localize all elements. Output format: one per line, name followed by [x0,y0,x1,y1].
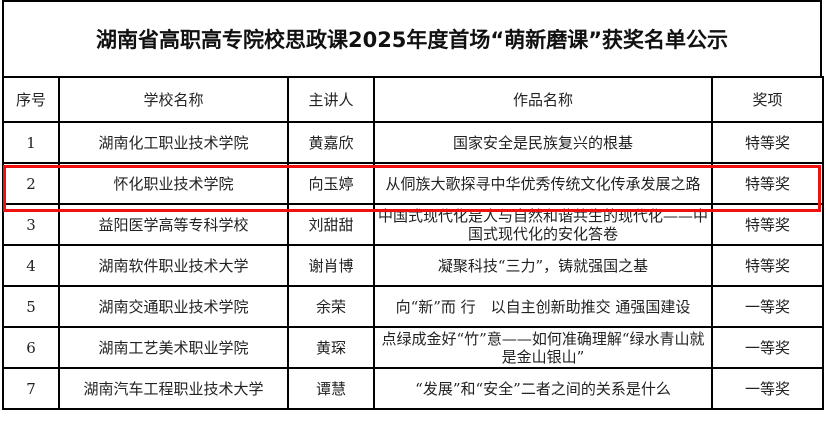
table-row: 2 怀化职业技术学院 向玉婷 从侗族大歌探寻中华优秀传统文化传承发展之路 特等奖 [2,162,824,205]
school-name: 益阳医学高等专科学校 [58,203,289,246]
table-row: 6 湖南工艺美术职业学院 黄琛 点绿成金好“竹”意——如何准确理解“绿水青山就是金山银… [2,326,824,369]
school-name: 湖南汽车工程职业技术大学 [58,367,289,410]
table-row: 5 湖南交通职业技术学院 余荣 向“新”而 行 以自主创新助推交 通强国建设 一等奖 [2,285,824,328]
award-level: 一等奖 [711,326,824,369]
column-header-no: 序号 [2,76,60,123]
column-header-school: 学校名称 [58,76,289,123]
row-number: 7 [2,367,60,410]
speaker-name: 黄琛 [287,326,375,369]
work-title: “发展”和“安全”二者之间的关系是什么 [373,367,713,410]
row-number: 3 [2,203,60,246]
speaker-name: 向玉婷 [287,162,375,205]
work-title: 凝聚科技“三力”，铸就强国之基 [373,244,713,287]
work-title: 从侗族大歌探寻中华优秀传统文化传承发展之路 [373,162,713,205]
row-number: 5 [2,285,60,328]
award-level: 特等奖 [711,203,824,246]
row-number: 6 [2,326,60,369]
school-name: 怀化职业技术学院 [58,162,289,205]
award-table: 序号 学校名称 主讲人 作品名称 奖项 1 湖南化工职业技术学院 黄嘉欣 国家安全是民… [2,76,824,410]
speaker-name: 谭慧 [287,367,375,410]
award-level: 特等奖 [711,244,824,287]
column-header-award: 奖项 [711,76,824,123]
work-title: 向“新”而 行 以自主创新助推交 通强国建设 [373,285,713,328]
row-number: 2 [2,162,60,205]
award-level: 特等奖 [711,162,824,205]
speaker-name: 刘甜甜 [287,203,375,246]
column-header-speaker: 主讲人 [287,76,375,123]
work-title: 中国式现代化是人与自然和谐共生的现代化——中国式现代化的安化答卷 [373,203,713,246]
row-number: 4 [2,244,60,287]
table-row: 1 湖南化工职业技术学院 黄嘉欣 国家安全是民族复兴的根基 特等奖 [2,121,824,164]
table-row: 7 湖南汽车工程职业技术大学 谭慧 “发展”和“安全”二者之间的关系是什么 一等奖 [2,367,824,410]
award-level: 一等奖 [711,367,824,410]
work-title: 国家安全是民族复兴的根基 [373,121,713,164]
speaker-name: 余荣 [287,285,375,328]
school-name: 湖南软件职业技术大学 [58,244,289,287]
work-title: 点绿成金好“竹”意——如何准确理解“绿水青山就是金山银山” [373,326,713,369]
award-level: 特等奖 [711,121,824,164]
school-name: 湖南工艺美术职业学院 [58,326,289,369]
school-name: 湖南化工职业技术学院 [58,121,289,164]
row-number: 1 [2,121,60,164]
table-row: 4 湖南软件职业技术大学 谢肖博 凝聚科技“三力”，铸就强国之基 特等奖 [2,244,824,287]
column-header-work: 作品名称 [373,76,713,123]
table-row: 3 益阳医学高等专科学校 刘甜甜 中国式现代化是人与自然和谐共生的现代化——中国式现代… [2,203,824,246]
award-level: 一等奖 [711,285,824,328]
table-header-row: 序号 学校名称 主讲人 作品名称 奖项 [2,76,824,123]
school-name: 湖南交通职业技术学院 [58,285,289,328]
speaker-name: 黄嘉欣 [287,121,375,164]
page-title: 湖南省高职高专院校思政课2025年度首场“萌新磨课”获奖名单公示 [2,0,822,76]
speaker-name: 谢肖博 [287,244,375,287]
